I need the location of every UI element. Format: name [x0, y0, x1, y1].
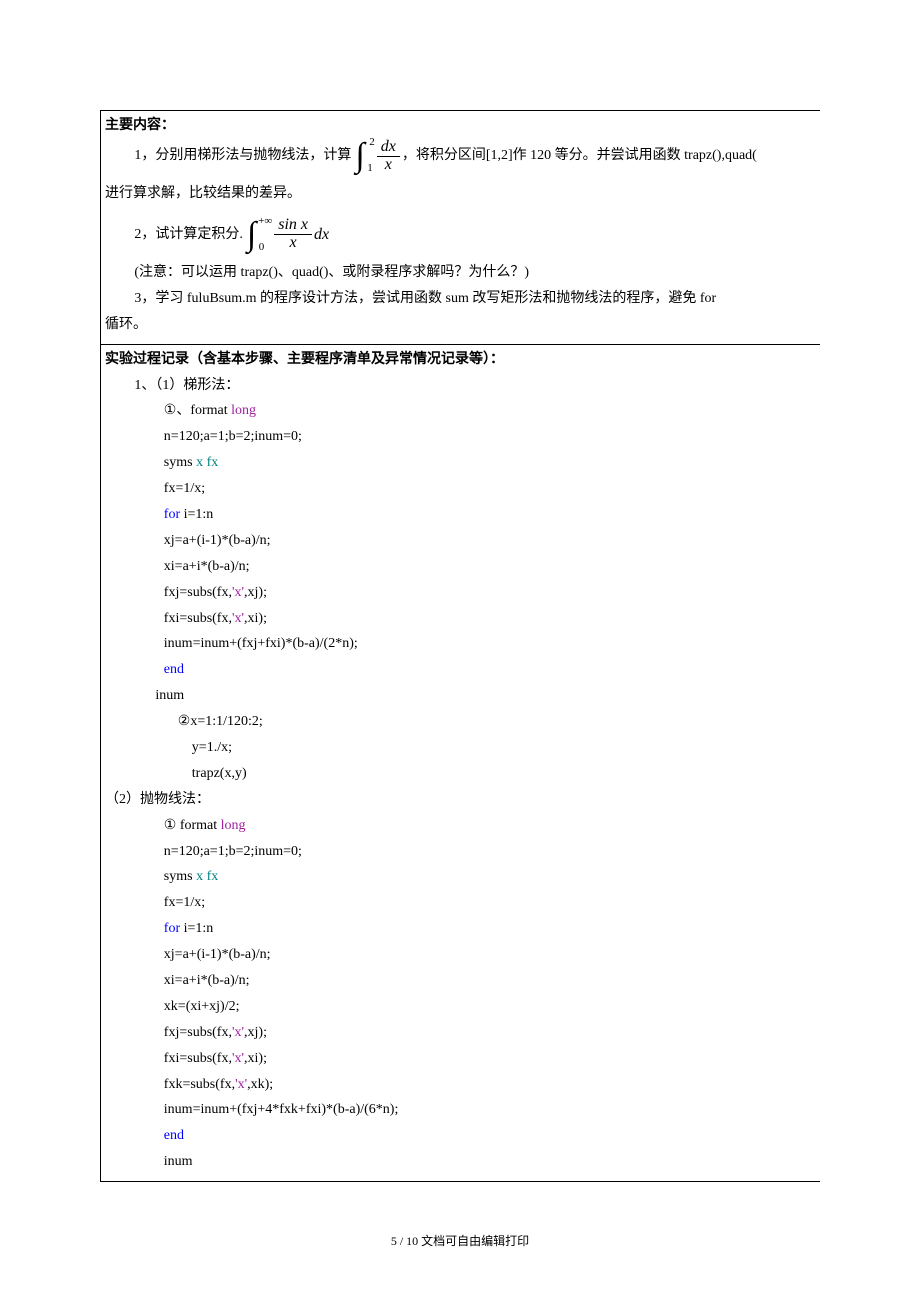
- code-line: trapz(x,y): [105, 761, 816, 787]
- code-line: n=120;a=1;b=2;inum=0;: [105, 424, 816, 450]
- code-line: y=1./x;: [105, 735, 816, 761]
- document-frame: 主要内容： 1，分别用梯形法与抛物线法，计算 ∫ 2 1 dx x ，将积分区间…: [100, 110, 820, 1182]
- item1-cont: 进行算求解，比较结果的差异。: [105, 181, 816, 207]
- code-line: n=120;a=1;b=2;inum=0;: [105, 839, 816, 865]
- code-line: xi=a+i*(b-a)/n;: [105, 554, 816, 580]
- int2-upper: +∞: [258, 216, 272, 227]
- text: ,xi);: [244, 1051, 267, 1066]
- kw-for: for: [164, 507, 180, 522]
- text: ,xi);: [244, 611, 267, 626]
- kw-long: long: [217, 818, 245, 833]
- item1-pre: 1，分别用梯形法与抛物线法，计算: [134, 143, 351, 169]
- kw-syms-vars: x fx: [193, 455, 219, 470]
- code-line: inum: [105, 683, 816, 709]
- code-line: inum=inum+(fxj+fxi)*(b-a)/(2*n);: [105, 631, 816, 657]
- item2-line: 2，试计算定积分. ∫ +∞ 0 sin x x dx: [105, 217, 816, 252]
- int2-dx: dx: [314, 220, 329, 250]
- code-line: fxk=subs(fx,'x',xk);: [105, 1072, 816, 1098]
- frac2-den: x: [286, 235, 301, 252]
- item3-line-b: 循环。: [105, 312, 816, 338]
- code-line: fx=1/x;: [105, 476, 816, 502]
- integral-1: ∫ 2 1 dx x: [353, 139, 399, 174]
- fraction-2: sin x x: [274, 217, 312, 252]
- code-line: for i=1:n: [105, 916, 816, 942]
- section-experiment: 实验过程记录（含基本步骤、主要程序清单及异常情况记录等）： 1、（1）梯形法： …: [101, 345, 820, 1183]
- code-line: syms x fx: [105, 450, 816, 476]
- page-footer: 5 / 10 文档可自由编辑打印: [100, 1232, 820, 1249]
- text: ,xj);: [244, 1025, 267, 1040]
- code-line: ① format long: [105, 813, 816, 839]
- kw-for: for: [164, 921, 180, 936]
- text: fxi=subs(fx,: [164, 1051, 232, 1066]
- kw-syms-vars: x fx: [193, 869, 219, 884]
- text: fxj=subs(fx,: [164, 1025, 232, 1040]
- code-line: fxi=subs(fx,'x',xi);: [105, 606, 816, 632]
- item1-post: ，将积分区间[1,2]作 120 等分。并尝试用函数 trapz(),quad(: [402, 143, 757, 169]
- int2-lower: 0: [259, 242, 265, 253]
- frac1-num: dx: [377, 139, 400, 157]
- code-line: xk=(xi+xj)/2;: [105, 994, 816, 1020]
- string-literal: 'x': [235, 1077, 247, 1092]
- code-line: inum: [105, 1149, 816, 1175]
- string-literal: 'x': [232, 611, 244, 626]
- text: i=1:n: [180, 507, 213, 522]
- text: fxj=subs(fx,: [164, 585, 232, 600]
- code-line: ②x=1:1/120:2;: [105, 709, 816, 735]
- kw-end: end: [105, 1123, 816, 1149]
- section2-title: 实验过程记录（含基本步骤、主要程序清单及异常情况记录等）：: [105, 347, 816, 373]
- text: ①、format: [164, 403, 228, 418]
- kw-long: long: [228, 403, 256, 418]
- section1-title: 主要内容：: [105, 113, 816, 139]
- code-line: for i=1:n: [105, 502, 816, 528]
- p2: （2）抛物线法：: [105, 787, 816, 813]
- kw-end: end: [105, 657, 816, 683]
- string-literal: 'x': [232, 585, 244, 600]
- integral-sign-icon: ∫ 2 1: [353, 139, 366, 173]
- text: syms: [164, 869, 193, 884]
- section-main-content: 主要内容： 1，分别用梯形法与抛物线法，计算 ∫ 2 1 dx x ，将积分区间…: [101, 111, 820, 345]
- code-line: inum=inum+(fxj+4*fxk+fxi)*(b-a)/(6*n);: [105, 1097, 816, 1123]
- text: fxi=subs(fx,: [164, 611, 232, 626]
- text: ,xk);: [247, 1077, 273, 1092]
- int1-lower: 1: [367, 163, 373, 174]
- code-line: fx=1/x;: [105, 890, 816, 916]
- string-literal: 'x': [232, 1051, 244, 1066]
- integral-2: ∫ +∞ 0 sin x x dx: [245, 217, 329, 252]
- fraction-1: dx x: [377, 139, 400, 174]
- text: syms: [164, 455, 193, 470]
- frac1-den: x: [381, 157, 396, 174]
- item3-line-a: 3，学习 fuluBsum.m 的程序设计方法，尝试用函数 sum 改写矩形法和…: [105, 286, 816, 312]
- code-line: syms x fx: [105, 864, 816, 890]
- text: ① format: [164, 818, 217, 833]
- int1-upper: 2: [369, 137, 375, 148]
- integral-sign-icon: ∫ +∞ 0: [245, 218, 258, 252]
- code-line: xj=a+(i-1)*(b-a)/n;: [105, 942, 816, 968]
- item1-line: 1，分别用梯形法与抛物线法，计算 ∫ 2 1 dx x ，将积分区间[1,2]作…: [105, 139, 816, 174]
- code-line: ①、format long: [105, 398, 816, 424]
- code-line: xi=a+i*(b-a)/n;: [105, 968, 816, 994]
- text: ,xj);: [244, 585, 267, 600]
- note-line: (注意：可以运用 trapz()、quad()、或附录程序求解吗？为什么？): [105, 260, 816, 286]
- string-literal: 'x': [232, 1025, 244, 1040]
- p1: 1、（1）梯形法：: [105, 373, 816, 399]
- code-line: xj=a+(i-1)*(b-a)/n;: [105, 528, 816, 554]
- code-line: fxi=subs(fx,'x',xi);: [105, 1046, 816, 1072]
- code-line: fxj=subs(fx,'x',xj);: [105, 580, 816, 606]
- code-line: fxj=subs(fx,'x',xj);: [105, 1020, 816, 1046]
- text: i=1:n: [180, 921, 213, 936]
- item2-pre: 2，试计算定积分.: [134, 222, 243, 248]
- frac2-num: sin x: [274, 217, 312, 235]
- text: fxk=subs(fx,: [164, 1077, 235, 1092]
